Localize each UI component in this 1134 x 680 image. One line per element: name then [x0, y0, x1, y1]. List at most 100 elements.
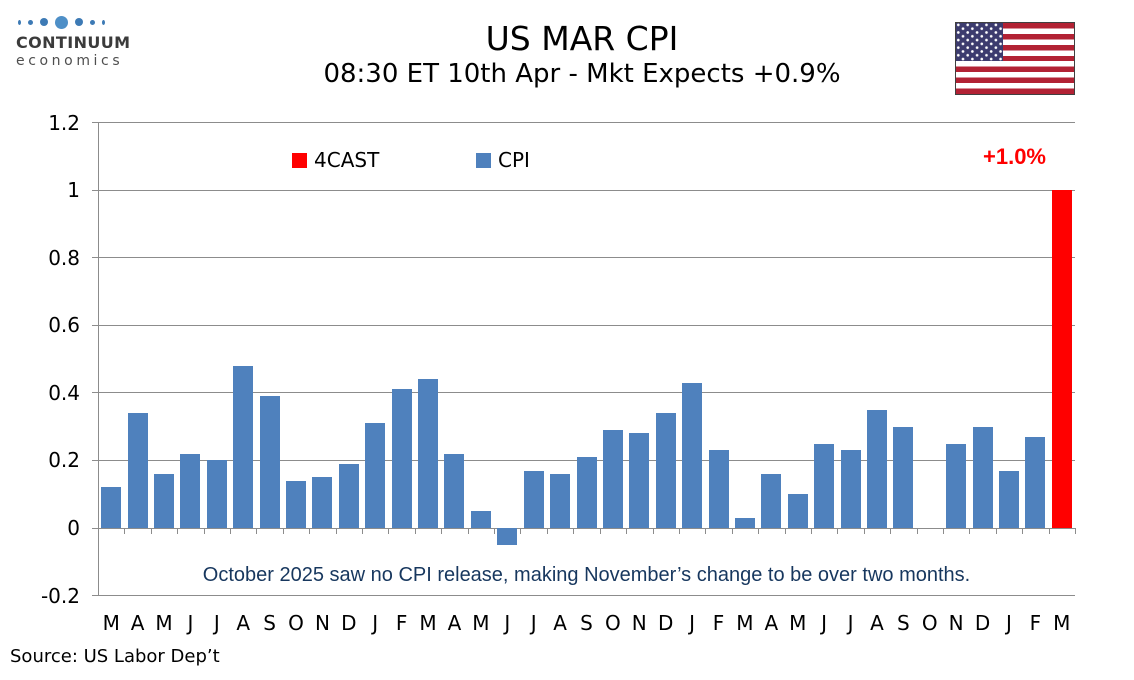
cpi-bar: [682, 382, 703, 528]
x-axis-label: D: [657, 611, 674, 635]
x-axis-tick: [995, 528, 997, 534]
x-axis-label: M: [419, 611, 437, 635]
cpi-bar: [655, 413, 676, 528]
x-axis-tick: [863, 528, 865, 534]
y-axis-label: 0.2: [48, 448, 80, 473]
logo-name: CONTINUUM: [16, 33, 131, 52]
x-axis-tick: [414, 528, 416, 534]
x-axis-tick: [942, 528, 944, 534]
x-axis-tick: [546, 528, 548, 534]
x-axis-tick: [98, 528, 99, 534]
cpi-bar: [576, 457, 597, 528]
legend-label-cpi: CPI: [498, 148, 530, 172]
cpi-bar: [497, 528, 518, 545]
cpi-bar: [972, 426, 993, 528]
x-axis-label: J: [213, 611, 220, 635]
x-axis-tick: [652, 528, 654, 534]
cpi-bar: [418, 379, 439, 528]
cpi-bar: [523, 470, 544, 528]
us-flag-canton: [956, 23, 1003, 61]
x-axis-label: F: [1029, 611, 1042, 635]
x-axis-label: O: [605, 611, 621, 635]
y-axis-label: 1.2: [48, 110, 80, 135]
x-axis-tick: [335, 528, 337, 534]
x-axis-tick: [441, 528, 443, 534]
x-axis-label: J: [821, 611, 828, 635]
x-axis-label: J: [504, 611, 511, 635]
x-axis-label: D: [341, 611, 357, 635]
forecast-value-label: +1.0%: [983, 144, 1046, 169]
x-axis-tick: [520, 528, 522, 534]
x-axis-label: M: [155, 611, 173, 635]
x-axis-tick: [678, 528, 680, 534]
gridline-0.8: [92, 257, 1075, 259]
cpi-bar: [259, 396, 280, 528]
x-axis-label: S: [263, 611, 276, 635]
x-axis-tick: [837, 528, 839, 534]
x-axis-label: N: [948, 611, 964, 635]
x-axis-label: A: [447, 611, 462, 635]
gridline-0: [92, 527, 1075, 529]
x-axis-tick: [599, 528, 601, 534]
continuum-dots-icon: [16, 14, 146, 30]
cpi-bar: [233, 365, 254, 528]
x-axis-label: N: [631, 611, 647, 635]
gridline-1: [92, 189, 1075, 191]
x-axis-tick: [362, 528, 364, 534]
x-axis-label: D: [974, 611, 991, 635]
gridline-1.2: [92, 122, 1075, 124]
x-axis-tick: [177, 528, 179, 534]
x-axis-label: J: [530, 611, 537, 635]
cpi-bar: [286, 480, 307, 528]
x-axis-tick: [230, 528, 232, 534]
x-axis-tick: [494, 528, 496, 534]
x-axis-label: J: [372, 611, 379, 635]
x-axis-tick: [810, 528, 812, 534]
x-axis-tick: [467, 528, 469, 534]
y-axis-label: 0.6: [48, 313, 80, 338]
y-axis-label: 0.8: [48, 245, 80, 270]
y-axis-label: 0.4: [48, 380, 80, 405]
source-text: Source: US Labor Dep’t: [10, 646, 220, 667]
cpi-bar: [893, 426, 914, 528]
x-axis-label: J: [1006, 611, 1012, 635]
x-axis-label: J: [187, 611, 194, 635]
legend-swatch-cpi-icon: [476, 152, 491, 168]
x-axis-label: M: [102, 611, 120, 635]
cpi-bar: [312, 477, 333, 528]
gridline-0.4: [92, 392, 1075, 394]
cpi-bar: [206, 460, 227, 528]
x-axis-label: S: [580, 611, 593, 635]
x-axis-tick: [758, 528, 760, 534]
x-axis-label: A: [764, 611, 779, 635]
x-axis-tick: [1075, 528, 1076, 534]
x-axis-tick: [309, 528, 311, 534]
cpi-bar: [444, 453, 465, 528]
cpi-bar: [391, 389, 412, 528]
footnote: October 2025 saw no CPI release, making …: [202, 564, 971, 586]
x-axis-label: A: [553, 611, 567, 635]
cpi-bar: [998, 470, 1019, 528]
x-axis-tick: [388, 528, 390, 534]
cpi-bar: [814, 443, 835, 528]
cpi-bar: [1025, 436, 1046, 528]
cpi-bar: [127, 413, 148, 528]
x-axis-label: F: [395, 611, 408, 635]
legend-label-4cast: 4CAST: [314, 148, 380, 172]
x-axis-label: N: [314, 611, 330, 635]
us-flag-icon: [955, 22, 1075, 95]
cpi-bar: [154, 473, 174, 528]
cpi-bar: [629, 433, 650, 528]
x-axis-label: J: [847, 611, 854, 635]
cpi-bar: [708, 450, 729, 528]
y-axis-line: [98, 122, 99, 596]
y-axis-label: 0: [67, 516, 80, 540]
x-axis-label: M: [1053, 611, 1071, 635]
cpi-bar: [734, 517, 755, 528]
x-axis-tick: [916, 528, 918, 534]
x-axis-label: M: [472, 611, 490, 635]
x-axis-tick: [282, 528, 284, 534]
x-axis-tick: [1048, 528, 1050, 534]
